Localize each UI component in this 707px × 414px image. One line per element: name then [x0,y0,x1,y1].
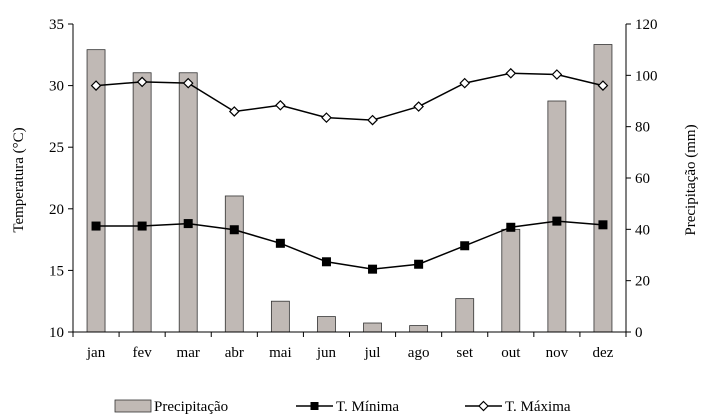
point-t-minima-ago [414,259,424,269]
x-tick-label-set: set [456,345,473,361]
x-tick-label-jan: jan [86,345,106,361]
y-left-tick-label: 20 [49,202,64,218]
bar-precipitacao-fev [132,72,152,333]
legend-marker-t-minima [310,402,319,410]
bar-precipitacao-mar [178,72,198,333]
y-left-axis-title: Temperatura (°C) [11,127,27,232]
point-t-minima-mai [275,238,285,248]
point-t-maxima-set [459,77,471,89]
y-right-axis-title: Precipitação (mm) [683,124,699,235]
bar-precipitacao-jun [317,316,336,333]
point-t-minima-nov [552,216,562,226]
x-tick-label-jul: jul [364,345,381,361]
y-right-tick-label: 20 [635,274,650,290]
y-right-tick-label: 100 [635,68,658,84]
point-t-minima-dez [598,220,608,230]
point-t-maxima-nov [551,69,563,80]
x-tick-label-mar: mar [177,345,200,361]
x-tick-label-dez: dez [593,345,614,361]
point-t-minima-jan [91,221,101,231]
x-tick-label-fev: fev [133,345,153,361]
bar-precipitacao-jan [86,49,106,333]
point-t-minima-set [460,241,470,251]
x-tick-label-mai: mai [269,345,292,361]
legend-label-precipitacao: Precipitação [154,399,228,414]
bar-precipitacao-nov [547,100,567,333]
bar-precipitacao-set [455,298,475,333]
plot-area [86,44,613,333]
y-right-tick-label: 120 [635,17,658,33]
line-t-maxima [95,72,604,121]
y-left-tick-label: 30 [49,79,64,95]
point-t-maxima-jul [367,114,378,126]
legend: Precipitação T. Mínima T. Máxima [114,399,571,414]
x-tick-label-nov: nov [546,345,569,361]
bar-precipitacao-ago [409,325,429,333]
y-left-tick-label: 35 [49,17,64,33]
point-t-maxima-mar [182,77,194,89]
point-t-minima-fev [137,221,147,231]
point-t-maxima-dez [597,80,609,91]
point-t-minima-abr [229,225,239,235]
bar-precipitacao-mai [270,300,290,333]
axes: Temperatura (°C) Precipitação (mm) 10 15 2… [11,17,699,361]
bar-precipitacao-abr [224,195,244,333]
legend-swatch-precipitacao [114,399,152,413]
x-tick-label-out: out [501,345,521,361]
y-left-tick-label: 25 [49,140,64,156]
point-t-maxima-abr [228,106,240,117]
point-t-minima-jul [368,264,378,274]
y-right-tick-label: 80 [635,120,650,136]
legend-marker-t-maxima [478,400,489,412]
point-t-maxima-mai [275,99,286,111]
point-t-minima-jun [321,257,331,267]
point-t-maxima-jun [321,112,332,123]
point-t-minima-out [506,222,516,232]
point-t-maxima-ago [413,101,424,112]
line-t-minima [96,220,604,270]
legend-label-t-minima: T. Mínima [336,399,399,414]
point-t-minima-mar [183,219,193,229]
x-tick-label-jun: jun [316,345,337,361]
point-t-maxima-fev [136,76,148,88]
x-tick-label-ago: ago [408,345,430,361]
x-tick-label-abr: abr [225,345,244,361]
bar-precipitacao-out [501,228,521,333]
legend-label-t-maxima: T. Máxima [505,399,571,414]
y-left-tick-label: 10 [49,325,64,341]
y-right-tick-label: 0 [635,325,643,341]
bar-precipitacao-jul [363,322,382,333]
y-right-tick-label: 40 [635,222,650,238]
point-t-maxima-jan [90,80,102,91]
point-t-maxima-out [505,67,517,79]
y-left-tick-label: 15 [49,263,64,279]
y-right-tick-label: 60 [635,171,650,187]
